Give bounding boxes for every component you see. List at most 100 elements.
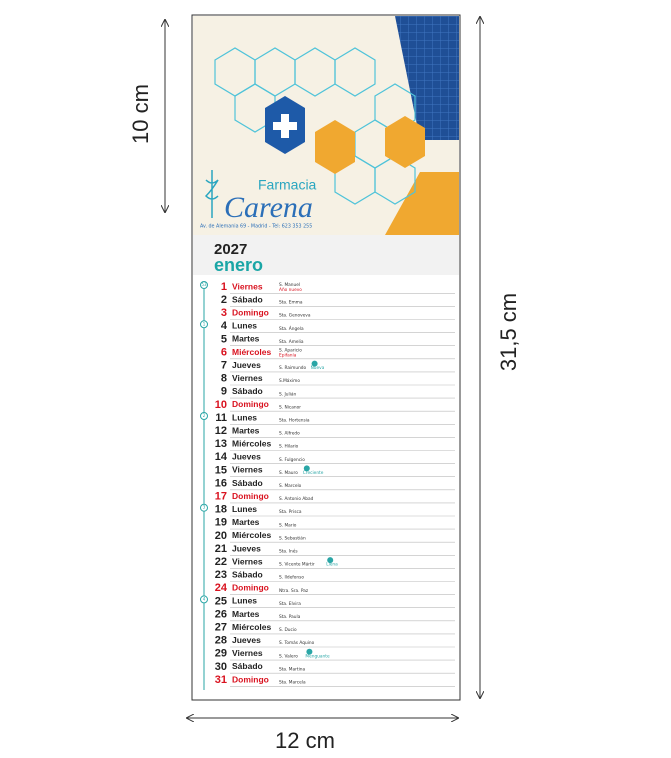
day-number: 24 [215,582,228,594]
weekday: Jueves [232,452,261,462]
day-number: 18 [215,504,227,516]
holiday-note: Epifanía [279,352,297,359]
weekday: Jueves [232,543,261,553]
weekday: Viernes [232,648,263,658]
weekday: Lunes [232,596,257,606]
month-header [193,235,459,275]
saint: Sta. Inés [279,548,298,555]
address: Av. de Alemania 69 - Madrid - Tel: 623 3… [200,224,312,230]
saint: S. Alfredo [279,431,300,437]
weekday: Domingo [232,491,269,501]
saint: S. Nicanor [279,404,301,410]
saint: Sta. Paula [279,614,301,620]
day-number: 21 [215,543,227,555]
weekday: Miércoles [232,530,271,540]
saint: S. Julián [279,390,296,397]
pharmacy-name: Farmacia [258,177,317,193]
day-number: 8 [221,373,227,385]
weekday: Martes [232,425,260,435]
saint: S. Sebastián [279,534,306,541]
decor [395,16,459,140]
saint: Sta. Amelia [279,339,304,345]
weekday: Sábado [232,569,263,579]
holiday-note: Año nuevo [279,287,302,293]
day-number: 9 [221,386,227,398]
saint: Sta. Genoveva [279,313,311,319]
saint: S. Hilario [279,444,299,450]
moon-phase: Creciente [303,470,324,476]
dim-label: 31,5 cm [496,293,521,371]
saint: S. Ducio [279,627,297,633]
day-number: 28 [215,635,227,647]
moon-phase: Nueva [311,365,325,371]
week-marker [200,595,208,604]
weekday: Jueves [232,635,261,645]
weekday: Viernes [232,556,263,566]
day-number: 15 [215,464,227,476]
saint: S. Vicente Mártir [279,561,315,568]
day-number: 17 [215,491,227,503]
weekday: Domingo [232,307,269,317]
day-number: 16 [215,477,227,489]
saint: S. Mario [279,522,297,528]
saint: S. Manuel [279,282,300,288]
day-number: 31 [215,674,227,686]
week-number: 4 [203,596,206,601]
day-number: 25 [215,595,227,607]
day-number: 2 [221,294,227,306]
weekday: Viernes [232,465,263,475]
saint: S. Mauro [279,470,298,476]
saint: S. Aparicio [279,348,302,354]
pharmacy-name-main: Carena [224,191,313,224]
day-number: 1 [221,281,227,293]
day-number: 23 [215,569,227,581]
weekday: Lunes [232,321,257,331]
weekday: Viernes [232,373,263,383]
moon-phase: Llena [326,562,338,568]
saint: Sta. Emma [279,300,303,306]
saint: S. Antonio Abad [279,496,314,502]
weekday: Martes [232,517,260,527]
week-marker [200,412,208,420]
day-number: 5 [221,333,227,345]
week-number: 53 [201,282,207,287]
decor [385,172,459,235]
saint: Sta. Martina [279,666,305,672]
day-number: 3 [221,307,227,319]
day-number: 30 [215,661,227,673]
saint: S.Máximo [279,377,300,384]
day-number: 10 [215,399,227,411]
moon-icon [327,557,334,564]
week-marker [200,320,208,329]
saint: S. Tomás Aquino [279,639,315,646]
saint: S. Marcelo [279,483,302,489]
saint: S. Raimundo [279,365,307,371]
day-number: 20 [215,530,227,542]
weekday: Viernes [232,281,263,291]
weekday: Miércoles [232,347,271,357]
saint: S. Ildefonso [279,575,304,581]
moon-icon [311,360,318,367]
moon-icon [306,648,313,655]
day-number: 7 [221,360,227,372]
day-number: 4 [221,320,228,332]
saint: S. Fulgencio [279,457,305,463]
weekday: Martes [232,334,260,344]
week-number: 1 [203,321,206,326]
weekday: Miércoles [232,622,271,632]
saint: Sta. Ángela [279,325,304,332]
decor [385,116,425,168]
day-number: 11 [215,412,227,424]
week-number: 3 [203,505,206,510]
saint: Sta. Marcela [279,680,306,686]
week-marker [200,281,208,289]
moon-phase: Menguante [305,653,330,659]
weekday: Domingo [232,399,269,409]
dim-label: 12 cm [275,728,335,753]
weekday: Miércoles [232,438,271,448]
day-number: 13 [215,438,227,450]
dim-label: 10 cm [128,84,153,144]
day-number: 19 [215,517,227,529]
saint: Sta. Elvira [279,601,301,607]
